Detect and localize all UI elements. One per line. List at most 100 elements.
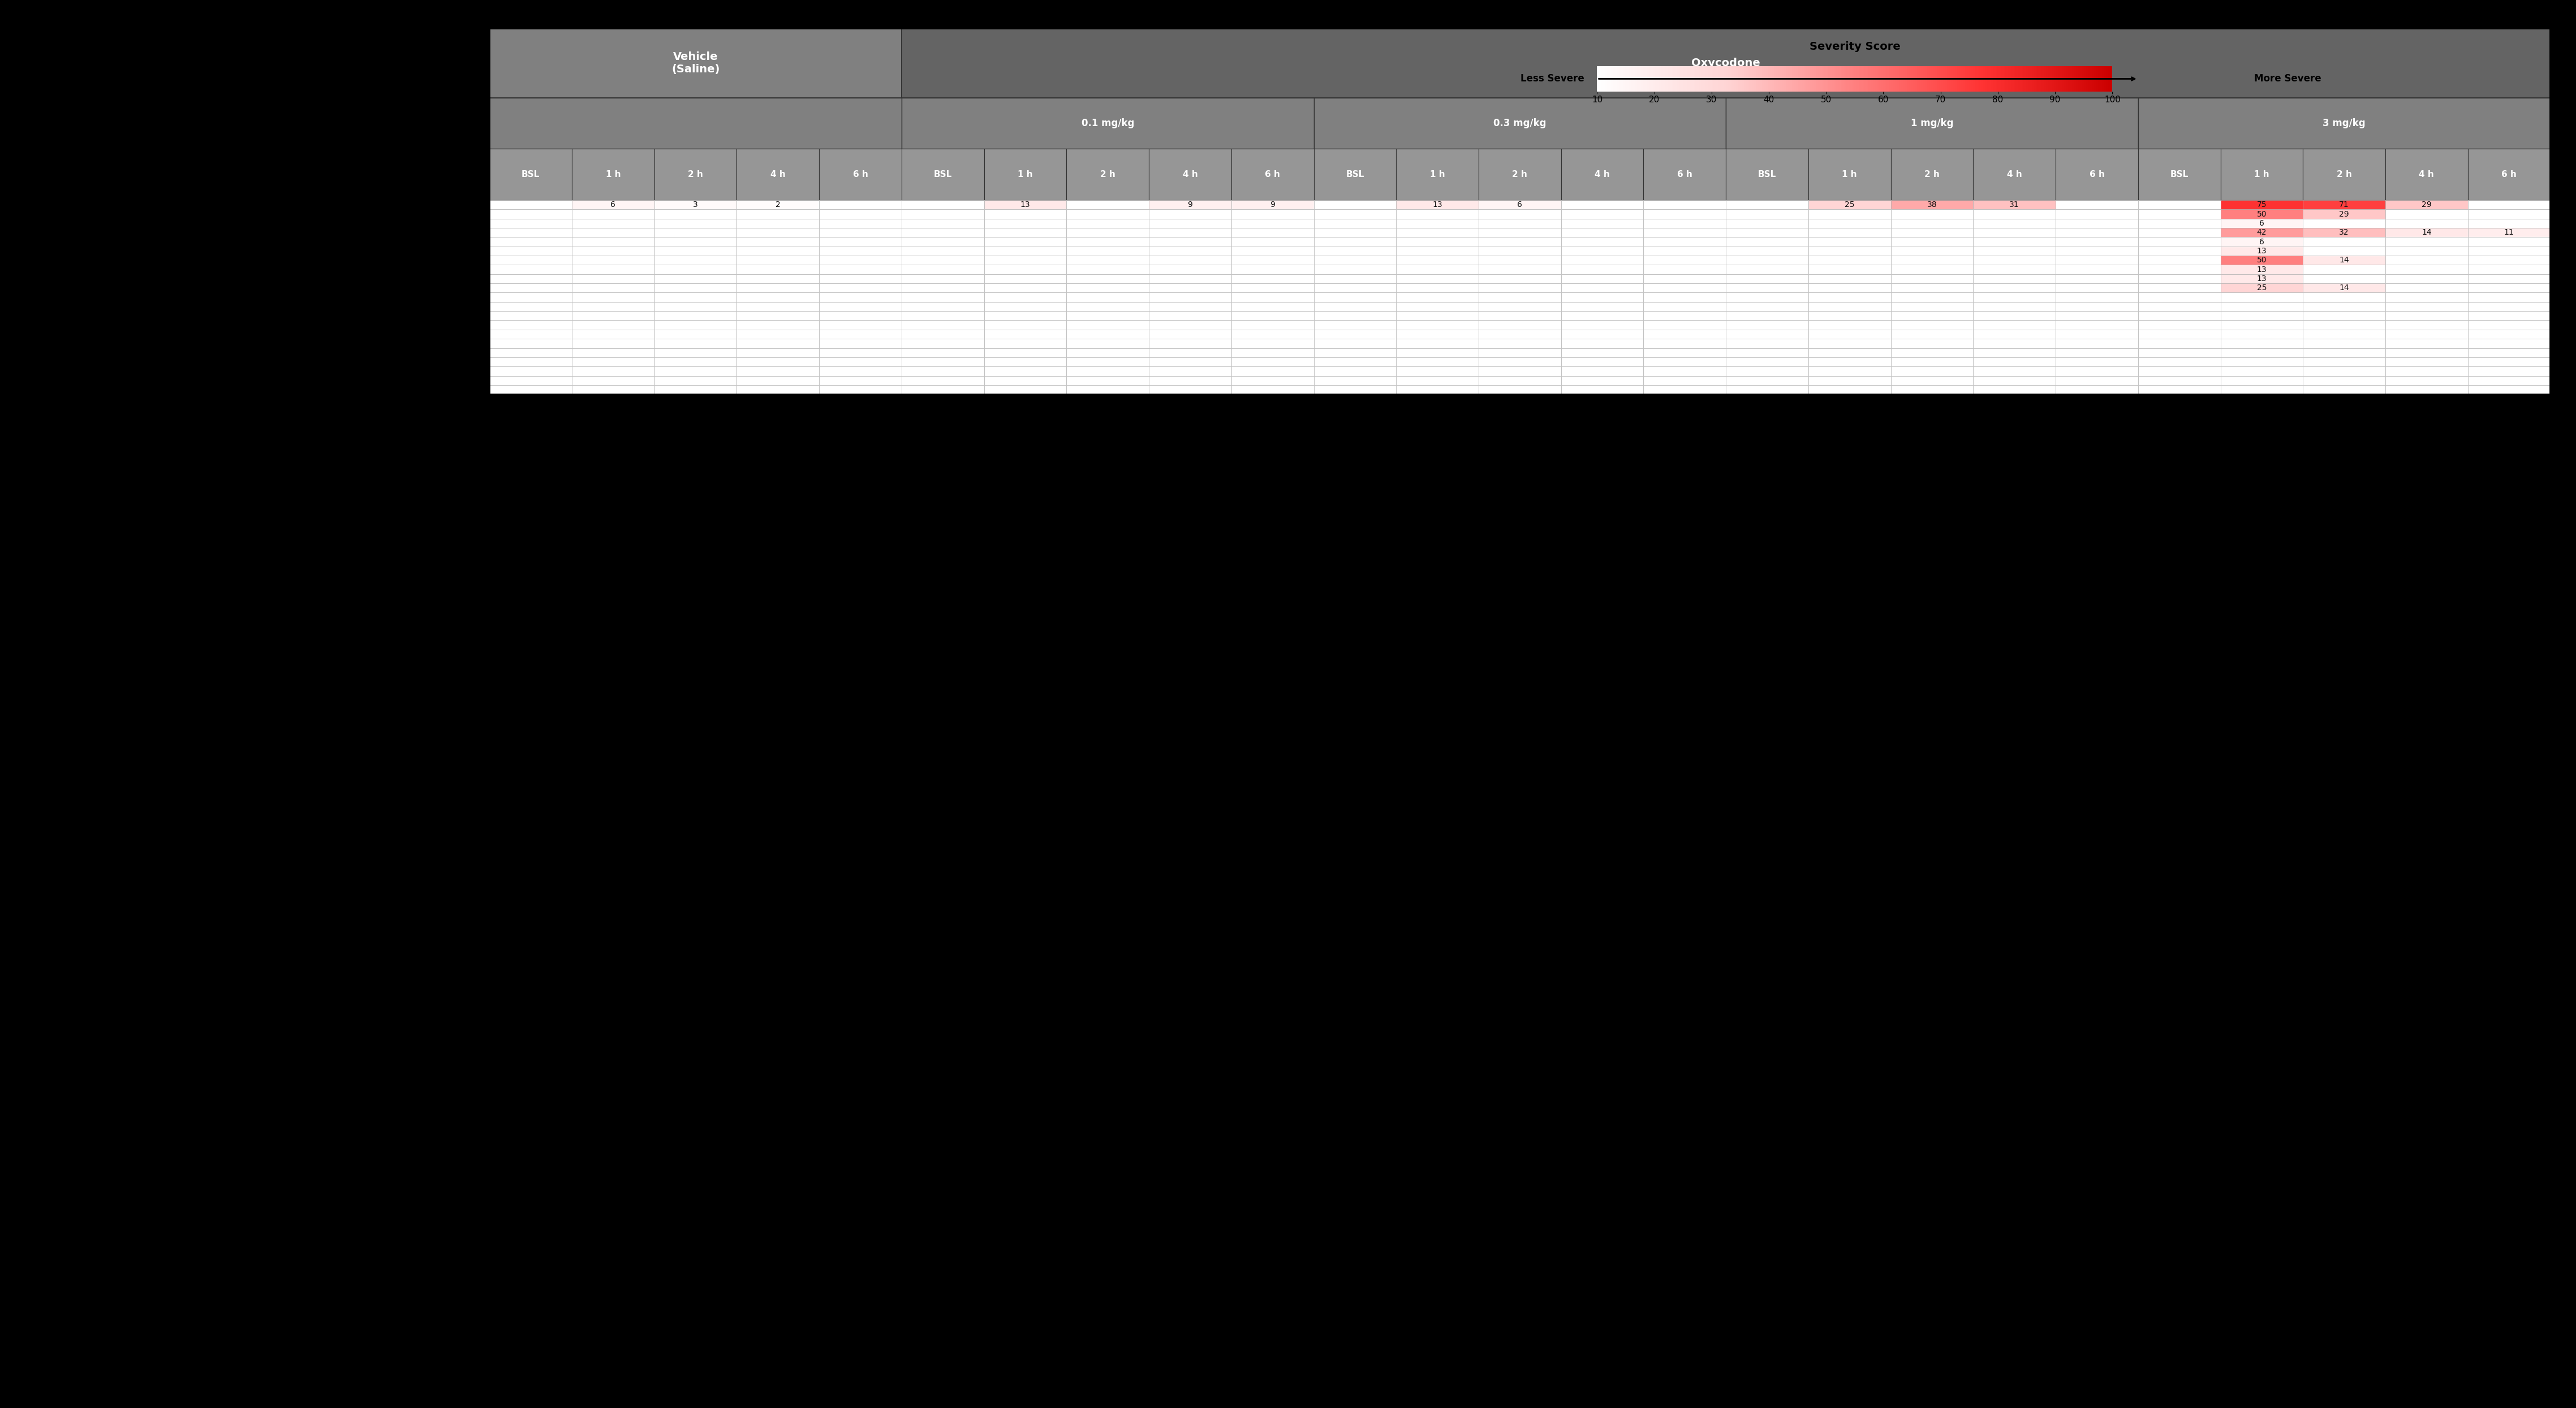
Bar	[2385, 329, 2468, 339]
Bar	[1561, 348, 1643, 358]
Bar	[1891, 265, 1973, 275]
Bar	[2385, 210, 2468, 218]
Bar	[654, 339, 737, 348]
Bar	[1479, 246, 1561, 256]
Text: 6: 6	[2259, 220, 2264, 227]
Bar	[819, 321, 902, 329]
Bar	[1149, 246, 1231, 256]
Bar	[572, 218, 654, 228]
Bar	[1396, 265, 1479, 275]
Bar	[2303, 246, 2385, 256]
Bar	[984, 376, 1066, 384]
Bar	[1066, 237, 1149, 246]
Bar	[1149, 283, 1231, 293]
Bar	[737, 301, 819, 311]
Bar	[1066, 149, 1149, 200]
Bar	[737, 348, 819, 358]
Bar	[1314, 265, 1396, 275]
Bar	[1396, 293, 1479, 301]
Bar	[819, 256, 902, 265]
Bar	[2056, 149, 2138, 200]
Bar	[1479, 348, 1561, 358]
Bar	[819, 237, 902, 246]
Bar	[2138, 384, 2221, 394]
Bar	[1149, 339, 1231, 348]
Bar	[1149, 293, 1231, 301]
Bar	[2221, 366, 2303, 376]
Bar	[654, 256, 737, 265]
Text: 71: 71	[2339, 201, 2349, 208]
Bar	[2221, 321, 2303, 329]
Bar	[1314, 348, 1396, 358]
Bar	[1396, 275, 1479, 283]
Bar	[572, 256, 654, 265]
Bar	[737, 329, 819, 339]
Bar	[1561, 275, 1643, 283]
Bar	[1231, 256, 1314, 265]
Bar	[1973, 246, 2056, 256]
Bar	[1396, 246, 1479, 256]
Bar	[2221, 149, 2303, 200]
Bar	[2056, 256, 2138, 265]
Bar	[1643, 339, 1726, 348]
Bar	[984, 366, 1066, 376]
Text: 4 h: 4 h	[2007, 170, 2022, 179]
Bar	[1643, 301, 1726, 311]
Bar	[1314, 329, 1396, 339]
Bar	[1479, 218, 1561, 228]
Bar	[2056, 275, 2138, 283]
Bar	[572, 348, 654, 358]
Bar	[489, 384, 572, 394]
Bar	[1149, 348, 1231, 358]
Bar	[572, 275, 654, 283]
Bar	[1066, 200, 1149, 210]
Bar	[1808, 149, 1891, 200]
Bar	[1643, 265, 1726, 275]
Bar	[1314, 218, 1396, 228]
Bar	[1479, 329, 1561, 339]
Text: 25: 25	[1844, 201, 1855, 208]
Bar	[2468, 265, 2550, 275]
Bar	[1561, 366, 1643, 376]
Bar	[1149, 301, 1231, 311]
Bar	[902, 366, 984, 376]
Bar	[1561, 384, 1643, 394]
Bar	[2468, 283, 2550, 293]
Bar	[819, 228, 902, 237]
Text: 13: 13	[2257, 266, 2267, 273]
Bar	[2221, 283, 2303, 293]
Bar	[1066, 228, 1149, 237]
Bar	[2303, 283, 2385, 293]
Bar	[1808, 384, 1891, 394]
Bar	[1561, 210, 1643, 218]
Bar	[2385, 218, 2468, 228]
Bar	[2468, 366, 2550, 376]
Bar	[1891, 293, 1973, 301]
Bar	[1314, 339, 1396, 348]
Bar	[737, 293, 819, 301]
Bar	[1231, 311, 1314, 321]
Bar	[737, 237, 819, 246]
Bar	[572, 384, 654, 394]
Bar	[1891, 283, 1973, 293]
Bar	[1314, 311, 1396, 321]
Bar	[1891, 348, 1973, 358]
Bar	[1808, 200, 1891, 210]
Bar	[902, 237, 984, 246]
Bar	[2385, 348, 2468, 358]
Bar	[654, 218, 737, 228]
Bar	[2385, 293, 2468, 301]
Bar	[2303, 256, 2385, 265]
Bar	[572, 358, 654, 366]
Bar	[2056, 293, 2138, 301]
Text: 14: 14	[2421, 228, 2432, 237]
Bar	[1149, 237, 1231, 246]
Bar	[1561, 218, 1643, 228]
Bar	[819, 358, 902, 366]
Bar	[2468, 339, 2550, 348]
Bar	[1643, 256, 1726, 265]
Bar	[2385, 301, 2468, 311]
Bar	[2385, 265, 2468, 275]
Bar	[1231, 358, 1314, 366]
Bar	[1643, 228, 1726, 237]
